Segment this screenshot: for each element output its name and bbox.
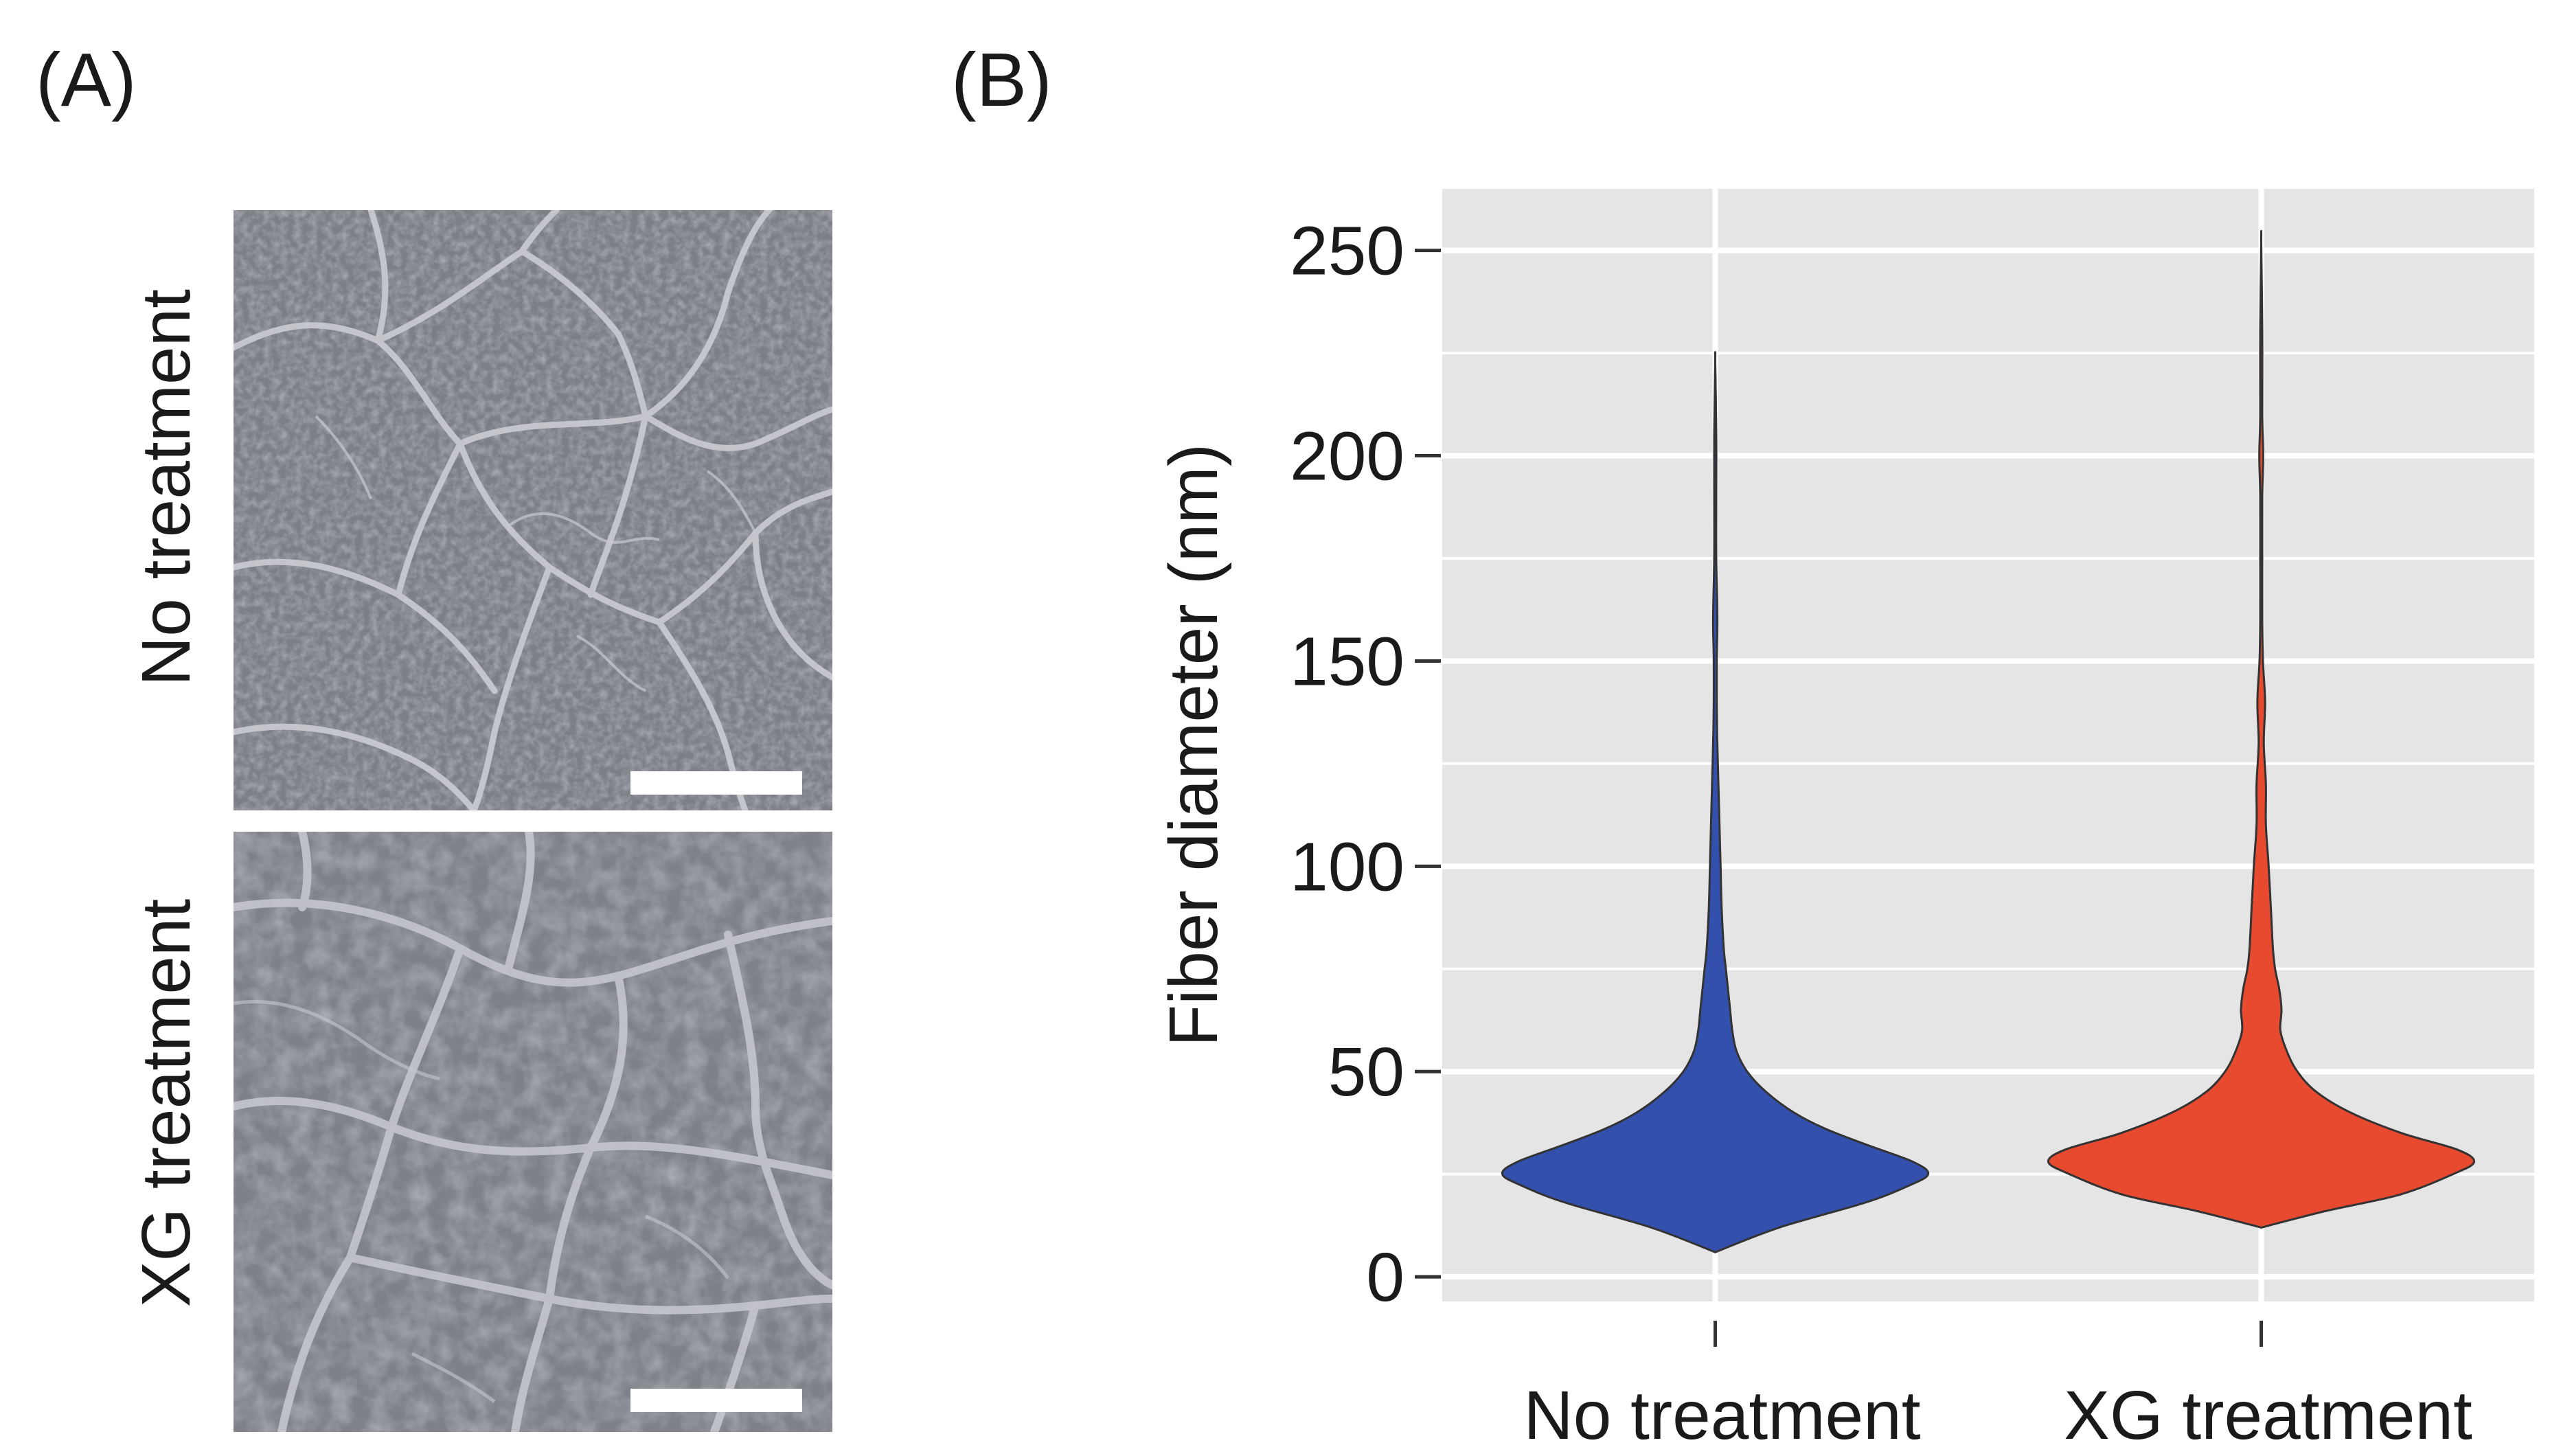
y-tick-label: 200: [1290, 418, 1404, 495]
scale-bar: [630, 1389, 802, 1412]
x-tick-label: XG treatment: [2064, 1377, 2472, 1454]
violin-chart: 0 50 100 150 200 250 No treatment XG treatment F…: [1099, 165, 2569, 1456]
row-label-no-treatment: No treatment: [128, 288, 205, 687]
violin-no-treatment: [1501, 351, 1930, 1253]
sem-image-no-treatment: [234, 210, 832, 810]
panel-b-label: (B): [951, 38, 1052, 122]
y-axis-title: Fiber diameter (nm): [1155, 444, 1232, 1047]
panel-a-label: (A): [36, 38, 137, 122]
row-label-xg-treatment: XG treatment: [128, 898, 205, 1308]
x-tick-label: No treatment: [1523, 1377, 1920, 1454]
y-tick-label: 150: [1290, 623, 1404, 700]
scale-bar: [630, 771, 802, 795]
y-tick-label: 100: [1290, 828, 1404, 905]
y-tick-label: 250: [1290, 213, 1404, 290]
y-tick-label: 50: [1328, 1034, 1404, 1111]
violin-xg-treatment: [2047, 229, 2476, 1229]
y-tick-label: 0: [1366, 1239, 1404, 1316]
sem-image-xg-treatment: [234, 832, 832, 1432]
violin-chart-svg: 0 50 100 150 200 250 No treatment XG treatment F…: [1155, 189, 2534, 1454]
